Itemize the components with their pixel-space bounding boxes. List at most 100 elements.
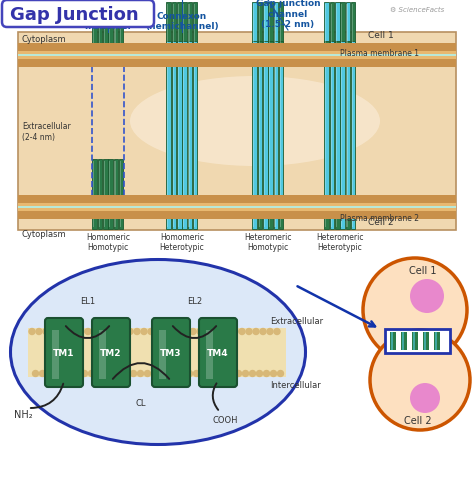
Bar <box>253 200 255 216</box>
Bar <box>259 44 260 62</box>
Bar <box>120 162 121 198</box>
Bar <box>273 216 278 229</box>
Circle shape <box>158 371 164 377</box>
Circle shape <box>249 371 255 377</box>
Bar <box>425 332 427 350</box>
Bar <box>52 330 59 379</box>
Bar <box>193 42 198 64</box>
Bar <box>166 198 171 217</box>
Text: Extracellular
(2-4 nm): Extracellular (2-4 nm) <box>22 122 71 142</box>
Circle shape <box>208 371 213 377</box>
Bar <box>18 212 456 219</box>
Bar <box>92 198 97 217</box>
Bar <box>279 44 283 66</box>
Bar <box>120 5 121 46</box>
Bar <box>93 5 94 46</box>
Bar <box>258 42 262 64</box>
Bar <box>18 44 456 52</box>
Bar <box>114 44 118 66</box>
Bar <box>115 200 116 216</box>
Bar <box>18 55 456 57</box>
Bar <box>434 332 440 350</box>
Bar <box>335 3 339 48</box>
Bar <box>114 3 118 48</box>
Bar <box>18 204 456 212</box>
Bar <box>193 44 198 66</box>
Circle shape <box>67 371 73 377</box>
Polygon shape <box>18 33 456 230</box>
Bar <box>264 46 265 64</box>
Bar <box>336 217 337 228</box>
Bar <box>341 200 342 216</box>
Circle shape <box>134 329 140 335</box>
Bar <box>340 42 345 64</box>
Bar <box>280 200 281 216</box>
Bar <box>177 44 182 66</box>
Text: Heteromeric
Homotypic: Heteromeric Homotypic <box>244 232 292 252</box>
Bar <box>268 216 273 229</box>
Bar <box>413 332 416 350</box>
Bar <box>346 216 350 229</box>
Bar <box>330 200 332 216</box>
Bar <box>274 66 276 198</box>
Bar <box>352 66 353 198</box>
Bar <box>264 44 265 62</box>
Circle shape <box>61 371 66 377</box>
Bar <box>335 42 339 64</box>
Circle shape <box>74 371 81 377</box>
Bar <box>104 217 105 228</box>
Ellipse shape <box>130 77 380 167</box>
Circle shape <box>215 371 220 377</box>
Bar <box>274 5 276 46</box>
Bar <box>182 44 187 66</box>
Bar <box>351 3 356 48</box>
Circle shape <box>113 329 119 335</box>
Bar <box>423 332 429 350</box>
Bar <box>114 160 118 200</box>
Bar <box>340 64 345 200</box>
Bar <box>330 3 334 48</box>
Bar <box>119 160 124 200</box>
FancyBboxPatch shape <box>45 318 83 387</box>
Bar <box>115 5 116 46</box>
Bar <box>109 198 113 217</box>
Text: Homomeric
Heterotypic: Homomeric Heterotypic <box>160 232 204 252</box>
Circle shape <box>109 371 116 377</box>
Text: CL: CL <box>136 398 146 407</box>
Bar <box>119 216 124 229</box>
Bar <box>172 42 176 64</box>
Bar <box>182 42 187 64</box>
Bar <box>264 200 265 216</box>
Bar <box>178 44 179 62</box>
Bar <box>18 60 456 68</box>
Bar <box>18 55 456 57</box>
Bar <box>351 44 356 66</box>
Bar <box>92 160 97 200</box>
Bar <box>193 198 198 217</box>
Circle shape <box>271 371 276 377</box>
Circle shape <box>95 371 101 377</box>
Bar <box>259 46 260 64</box>
Bar <box>258 198 262 217</box>
Bar <box>269 217 270 228</box>
Bar <box>325 198 329 217</box>
Circle shape <box>410 279 444 313</box>
Bar <box>194 217 195 228</box>
Bar <box>119 3 124 48</box>
Bar <box>268 42 273 64</box>
Circle shape <box>71 329 77 335</box>
Bar <box>268 198 273 217</box>
Circle shape <box>117 371 122 377</box>
Bar <box>183 200 184 216</box>
Circle shape <box>152 371 157 377</box>
Circle shape <box>145 371 151 377</box>
Circle shape <box>176 329 182 335</box>
Bar <box>115 46 116 64</box>
Circle shape <box>225 329 231 335</box>
Bar <box>336 46 337 64</box>
Circle shape <box>29 329 35 335</box>
Bar <box>178 200 179 216</box>
Bar <box>341 44 342 62</box>
Bar <box>352 217 353 228</box>
Text: Extracellular: Extracellular <box>270 316 323 325</box>
